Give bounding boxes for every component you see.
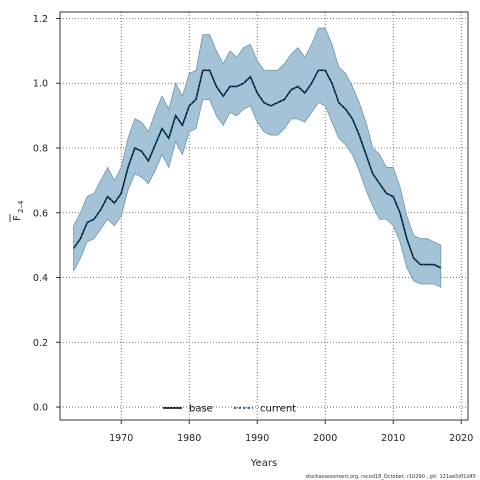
y-axis-title-subscript: 2–4 [17, 200, 25, 213]
ticks-layer: 1970 1980 1990 2000 2010 2020 0.0 0.2 0.4 0.6 0.8 1… [33, 14, 473, 444]
y-tick-label: 0.0 [33, 403, 48, 414]
series-lines-layer [72, 69, 442, 269]
plot-frame [59, 11, 469, 421]
legend-label-current: current [260, 404, 296, 415]
y-tick-label: 1.2 [33, 14, 48, 25]
x-tick-label: 1980 [177, 433, 201, 444]
y-tick-label: 0.6 [33, 208, 48, 219]
series-line-current [72, 69, 442, 269]
y-tick-label: 0.2 [33, 338, 48, 349]
confidence-band-layer [73, 27, 442, 288]
x-tick-label: 2020 [449, 433, 473, 444]
y-tick-label: 1.0 [33, 79, 48, 90]
grid-layer [60, 12, 468, 420]
x-tick-label: 2000 [313, 433, 337, 444]
confidence-band [73, 27, 442, 288]
x-axis-title: Years [250, 458, 277, 469]
legend-label-base: base [189, 404, 213, 415]
y-tick-label: 0.4 [33, 273, 48, 284]
y-axis-title: F 2–4 [9, 200, 25, 222]
legend: base current [163, 404, 296, 415]
footnote: stockassessment.org, rscod18_October, r1… [305, 474, 476, 480]
x-tick-label: 2010 [381, 433, 405, 444]
x-tick-label: 1990 [245, 433, 269, 444]
y-tick-label: 0.8 [33, 144, 48, 155]
y-axis-title-main: F [12, 215, 23, 221]
x-tick-label: 1970 [109, 433, 133, 444]
